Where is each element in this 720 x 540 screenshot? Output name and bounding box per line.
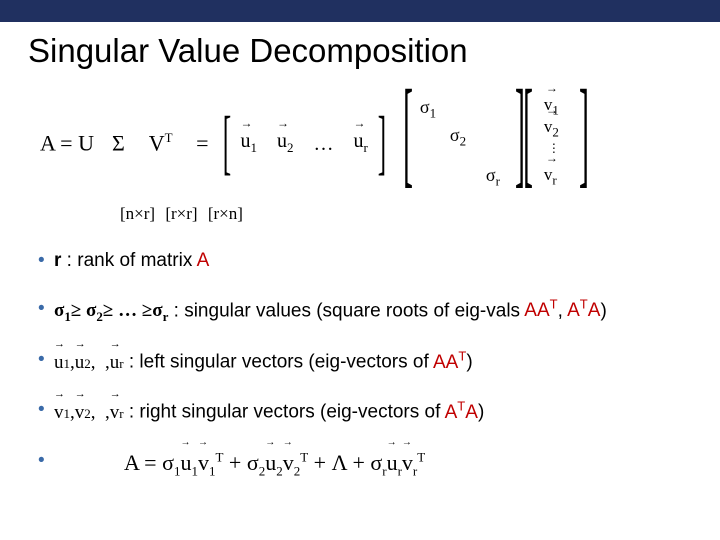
dim-nr: [n×r] [120,204,155,224]
svd-equation: A = U ΣVT = [ →u1 →u2 … →ur ] [ σ1 σ2 σr … [40,88,692,198]
top-bar [0,0,720,22]
sv-aat: AAT [524,300,557,321]
sv-expr: σ1≥ σ2≥ … ≥σr [54,300,168,321]
u-vec-ellipsis: … [314,133,334,156]
left-vecs: u1, u2, , ur [54,350,124,376]
sv-ata: ATA [567,300,600,321]
sigma-1: σ1 [420,97,436,122]
v-transpose-matrix: [ →v1 →v2 ⋮ →vr ] [530,93,582,193]
sigma-r: σr [486,165,500,190]
sigma-2: σ2 [450,125,466,150]
v-row-r: →vr [544,165,557,188]
dim-rn: [r×n] [208,204,243,224]
final-equation: A = σ1u1v1T + σ2u2v2T + Λ + σrurvrT [124,448,425,480]
eq-lhs: A = U [40,130,94,155]
rank-A: A [197,250,210,271]
slide-title: Singular Value Decomposition [28,32,692,70]
u-vec-r: →ur [354,130,368,156]
sv-text: : singular values (square roots of eig-v… [168,300,524,321]
eq-equals: = [196,130,208,155]
eq-sigma: Σ [112,130,125,155]
eq-vt-sup: T [165,130,173,145]
bullet-rank: r : rank of matrix A [38,248,692,274]
left-aat: AAT [433,352,466,373]
bullet-sum-expansion: A = σ1u1v1T + σ2u2v2T + Λ + σrurvrT [38,448,692,480]
bullet-list: r : rank of matrix A σ1≥ σ2≥ … ≥σr : sin… [28,248,692,480]
dimension-labels: [n×r] [r×r] [r×n] [120,204,692,224]
bracket-right-icon: ] [378,121,386,164]
bracket-left-icon: [ [403,87,413,177]
bracket-right-icon: ] [579,87,589,177]
v-row-2: →v2 [544,117,559,140]
dim-rr: [r×r] [165,204,197,224]
right-text: : right singular vectors (eig-vectors of [124,402,445,423]
sv-comma: , [558,300,568,321]
eq-main: A = U ΣVT = [40,130,209,156]
slide-content: Singular Value Decomposition A = U ΣVT = … [0,22,720,480]
u-vector-matrix: [ →u1 →u2 … →ur ] [215,121,394,164]
bullet-left-singular: u1, u2, , ur : left singular vectors (ei… [38,347,692,375]
sv-close: ) [600,300,606,321]
left-text: : left singular vectors (eig-vectors of [124,352,433,373]
eq-vt: V [149,130,165,155]
bullet-singular-values: σ1≥ σ2≥ … ≥σr : singular values (square … [38,296,692,326]
sigma-diagonal-matrix: [ σ1 σ2 σr ] [412,93,516,193]
right-vecs: v1, v2, , vr [54,400,124,426]
bracket-left-icon: [ [523,87,533,177]
right-close: ) [478,402,484,423]
bracket-left-icon: [ [222,121,230,164]
left-close: ) [466,352,472,373]
u-vec-2: →u2 [277,130,294,156]
right-ata: ATA [445,402,478,423]
rank-text: : rank of matrix [61,250,196,271]
bullet-right-singular: v1, v2, , vr : right singular vectors (e… [38,397,692,425]
u-vec-1: →u1 [241,130,258,156]
